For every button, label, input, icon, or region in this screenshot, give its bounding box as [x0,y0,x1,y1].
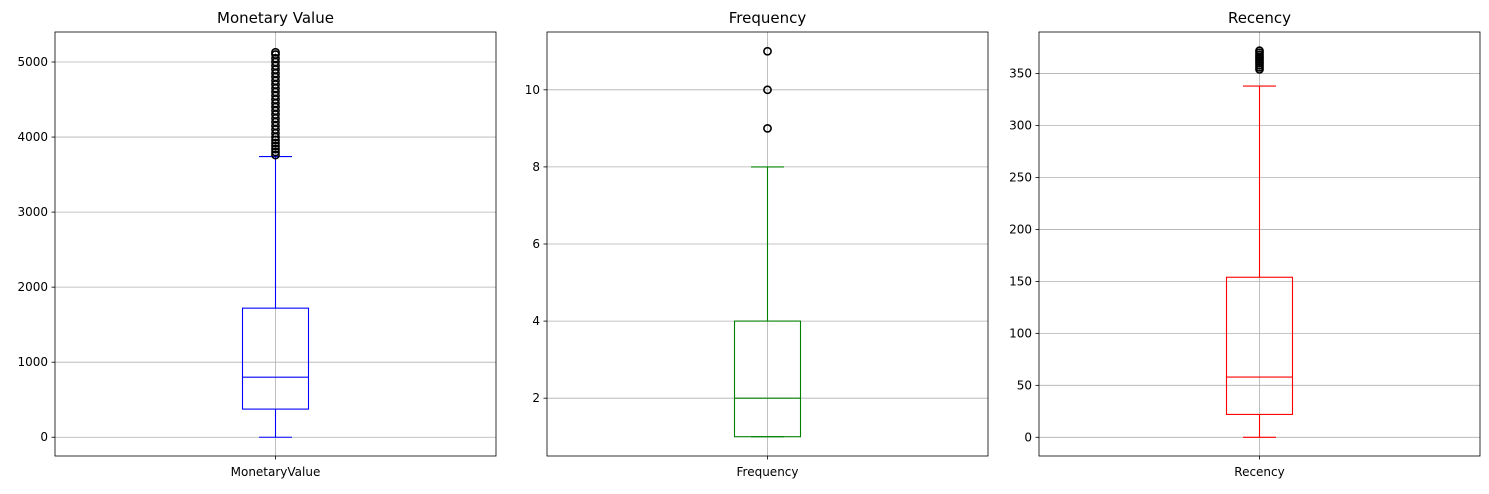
box-iqr [733,320,802,438]
y-tick-label: 100 [1009,326,1032,340]
box-iqr [1225,276,1294,415]
axes-frame [1038,31,1481,457]
outlier-point [763,46,772,56]
x-tick-label: MonetaryValue [231,465,321,479]
y-tick-label: 50 [1017,378,1032,392]
outlier-point [271,147,280,157]
y-tick-label: 8 [532,160,540,174]
y-tick-label: 300 [1009,119,1032,133]
y-tick-label: 5000 [17,55,48,69]
y-tick-label: 6 [532,237,540,251]
y-tick-label: 2 [532,391,540,405]
outlier-point [763,85,772,95]
outlier-point [1255,46,1264,56]
y-tick-label: 10 [525,83,540,97]
chart-panel-2: 2 4 6 8 10 Frequency Frequency [525,9,989,479]
y-tick-label: 150 [1009,274,1032,288]
y-tick-label: 1000 [17,355,48,369]
chart-title: Frequency [729,9,807,27]
chart-title: Monetary Value [217,9,334,27]
outlier-point [271,138,280,148]
y-tick-label: 4 [532,314,540,328]
chart-title: Recency [1228,9,1291,27]
axes-frame [54,31,497,457]
axes-frame [546,31,989,457]
x-tick-label: Frequency [737,465,799,479]
chart-panel-1: 0 1000 2000 3000 4000 5000 MonetaryValue Moneta… [17,9,497,479]
outlier-point [271,144,280,154]
outlier-point [271,47,280,57]
outlier-point [763,123,772,133]
box-iqr [241,307,310,410]
y-tick-label: 2000 [17,280,48,294]
y-tick-label: 0 [40,430,48,444]
y-tick-label: 200 [1009,222,1032,236]
outlier-point [271,53,280,63]
y-tick-label: 350 [1009,67,1032,81]
outlier-point [271,141,280,151]
y-tick-label: 250 [1009,170,1032,184]
y-tick-label: 4000 [17,130,48,144]
outlier-point [271,150,280,160]
y-tick-label: 3000 [17,205,48,219]
chart-panel-3: 0 50 100 150 200 250 300 350 Recency Recency [1009,9,1481,479]
x-tick-label: Recency [1234,465,1284,479]
y-tick-label: 0 [1024,430,1032,444]
